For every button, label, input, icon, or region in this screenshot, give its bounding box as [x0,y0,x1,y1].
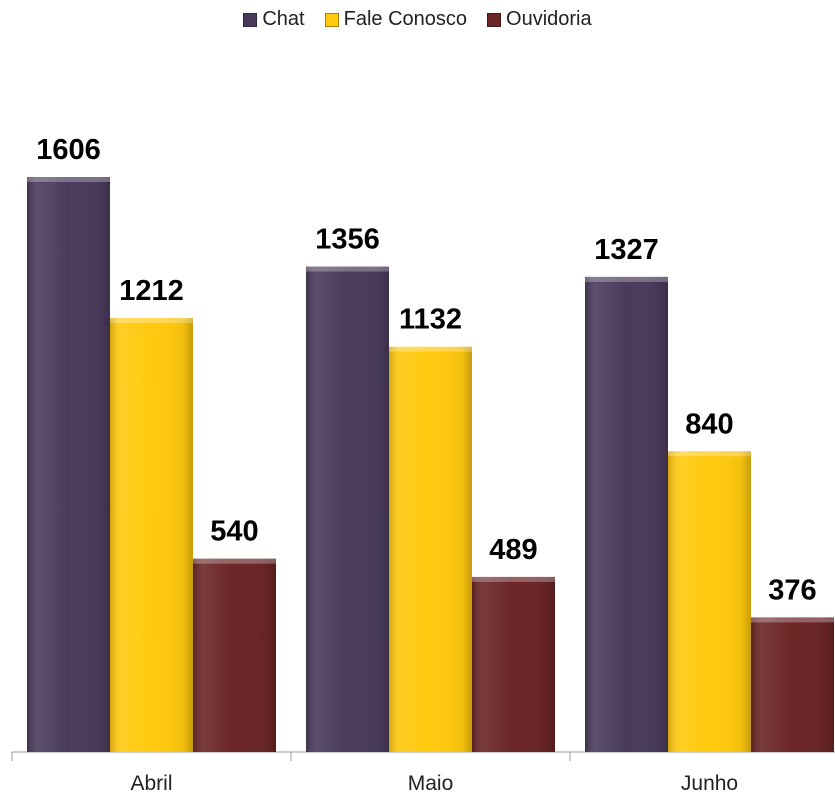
legend-item-ouvidoria: Ouvidoria [487,8,592,31]
legend-swatch-fale-conosco [324,12,339,27]
bar-shading [110,318,193,752]
x-tick-label-abril: Abril [130,772,172,795]
bar-top-bevel [751,617,834,623]
bar-shading [751,617,834,752]
bar-shading [27,177,110,752]
data-label-fale-conosco-junho: 840 [685,408,733,440]
data-label-chat-maio: 1356 [315,224,380,256]
x-tick-label-junho: Junho [681,772,738,795]
bar-shading [193,558,276,752]
data-label-fale-conosco-maio: 1132 [399,304,462,336]
bar-top-bevel [668,451,751,457]
x-tick-label-maio: Maio [408,772,454,795]
bar-top-bevel [193,558,276,564]
bar-top-bevel [110,318,193,324]
legend: Chat Fale Conosco Ouvidoria [0,8,835,31]
data-label-ouvidoria-junho: 376 [768,574,816,606]
bar-shading [389,346,472,752]
data-label-chat-abril: 1606 [36,134,101,166]
legend-item-chat: Chat [243,8,305,31]
legend-item-fale-conosco: Fale Conosco [324,8,468,31]
data-label-fale-conosco-abril: 1212 [119,275,184,307]
bar-shading [668,451,751,752]
data-label-chat-junho: 1327 [594,234,659,266]
legend-swatch-chat [243,12,258,27]
legend-label-chat: Chat [262,8,305,30]
bar-top-bevel [306,266,389,272]
bar-shading [306,266,389,752]
data-label-ouvidoria-abril: 540 [210,516,258,548]
bar-top-bevel [585,276,668,282]
bar-top-bevel [389,346,472,352]
legend-label-fale-conosco: Fale Conosco [343,8,468,30]
bar-top-bevel [472,576,555,582]
legend-label-ouvidoria: Ouvidoria [506,8,592,30]
bar-top-bevel [27,177,110,182]
bar-shading [472,576,555,752]
bar-shading [585,276,668,752]
data-label-ouvidoria-maio: 489 [489,534,537,566]
legend-swatch-ouvidoria [487,12,502,27]
